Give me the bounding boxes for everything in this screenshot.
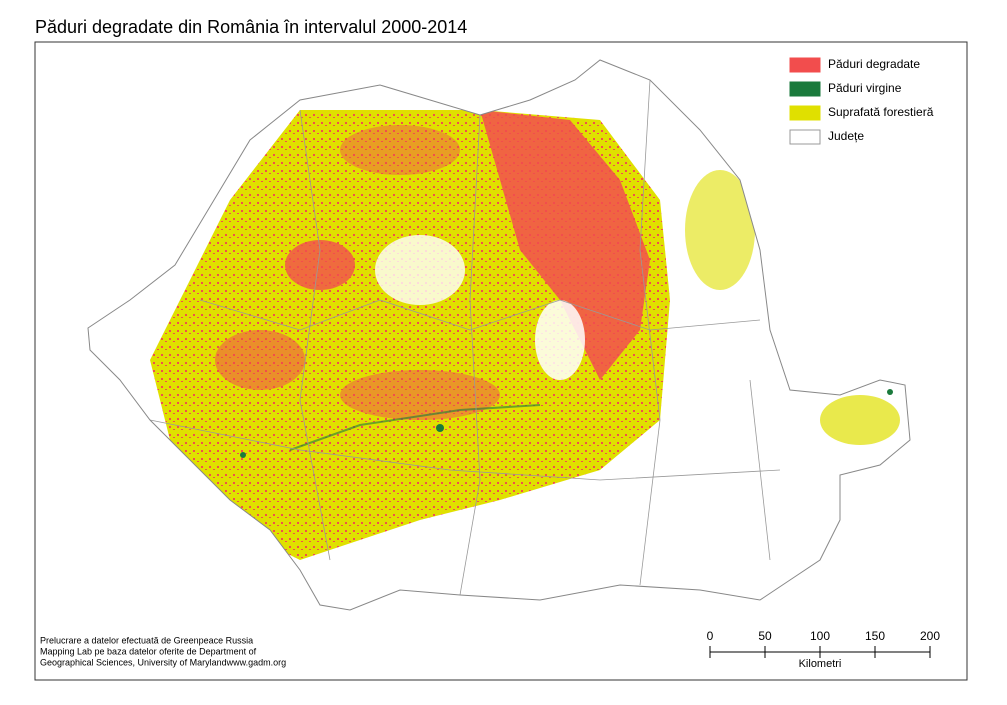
legend-label: Păduri virgine bbox=[828, 81, 902, 95]
legend-label: Județe bbox=[828, 129, 864, 143]
title: Păduri degradate din România în interval… bbox=[35, 17, 467, 37]
scale-label: 200 bbox=[920, 629, 940, 643]
legend-label: Suprafată forestieră bbox=[828, 105, 934, 119]
credits: Prelucrare a datelor efectuată de Greenp… bbox=[40, 635, 286, 667]
credit-line: Geographical Sciences, University of Mar… bbox=[40, 657, 286, 667]
legend-label: Păduri degradate bbox=[828, 57, 920, 71]
country-outline bbox=[87, 59, 911, 611]
scale-label: 150 bbox=[865, 629, 885, 643]
scale-bar: 0 50 100 150 200 Kilometri bbox=[707, 629, 941, 670]
legend: Păduri degradate Păduri virgine Suprafată … bbox=[789, 57, 934, 145]
credit-line: Mapping Lab pe baza datelor oferite de D… bbox=[40, 646, 257, 656]
legend-swatch bbox=[789, 129, 821, 145]
scale-unit: Kilometri bbox=[799, 658, 842, 670]
legend-swatch bbox=[789, 105, 821, 121]
legend-swatch bbox=[789, 81, 821, 97]
scale-label: 50 bbox=[758, 629, 772, 643]
credit-line: Prelucrare a datelor efectuată de Greenp… bbox=[40, 635, 253, 645]
legend-swatch bbox=[789, 57, 821, 73]
scale-label: 100 bbox=[810, 629, 830, 643]
scale-label: 0 bbox=[707, 629, 714, 643]
